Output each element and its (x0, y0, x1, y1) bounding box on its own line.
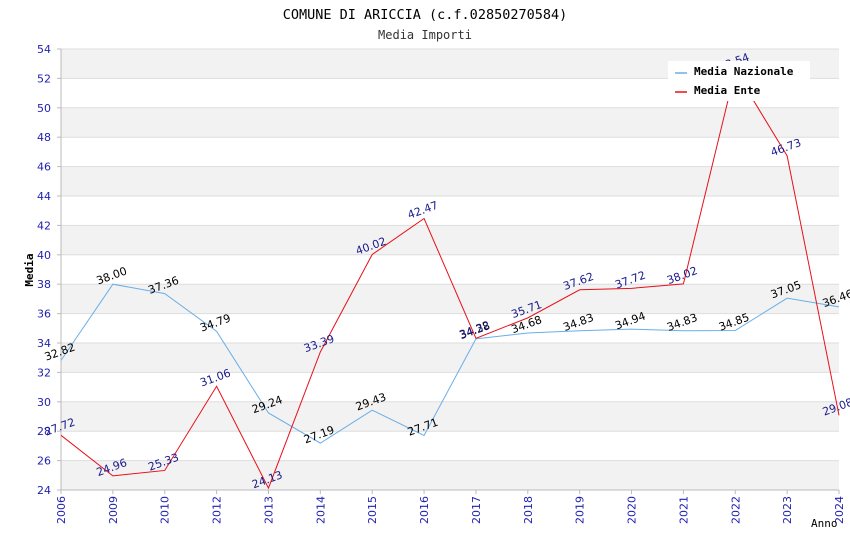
grid-band (61, 460, 839, 490)
x-tick-label: 2019 (574, 496, 587, 524)
y-tick-label: 24 (37, 484, 51, 497)
grid-band (61, 166, 839, 196)
x-tick-label: 2009 (107, 496, 120, 524)
series-lines (60, 69, 840, 490)
legend: Media Nazionale Media Ente (668, 61, 810, 101)
background-bands (61, 49, 839, 490)
x-tick-label: 2021 (677, 496, 690, 524)
x-tick-label: 2006 (55, 496, 68, 524)
y-axis-label: Media (23, 253, 36, 286)
chart-title: COMUNE DI ARICCIA (c.f.02850270584) (283, 7, 567, 23)
y-tick-label: 42 (37, 219, 51, 232)
legend-label-media-ente: Media Ente (694, 84, 761, 97)
y-axis-ticks: 24 26 28 30 32 34 36 38 40 42 44 46 48 50 52 54 (37, 43, 61, 497)
data-label-media-ente: 27.72 (43, 416, 77, 439)
grid-band (61, 284, 839, 314)
series-line-media-ente (60, 69, 840, 490)
y-tick-label: 48 (37, 131, 51, 144)
y-tick-label: 32 (37, 366, 51, 379)
y-tick-label: 40 (37, 249, 51, 262)
x-axis-label: Anno (811, 517, 838, 530)
y-tick-label: 26 (37, 455, 51, 468)
x-tick-label: 2023 (781, 496, 794, 524)
chart-subtitle: Media Importi (378, 28, 472, 42)
data-label-media-nazionale: 34.79 (198, 312, 232, 335)
x-tick-label: 2012 (211, 496, 224, 524)
y-tick-label: 50 (37, 102, 51, 115)
x-tick-label: 2022 (729, 496, 742, 524)
y-tick-label: 44 (37, 190, 51, 203)
axes (60, 49, 839, 491)
legend-label-media-nazionale: Media Nazionale (694, 65, 794, 78)
grid-band (61, 107, 839, 138)
x-tick-label: 2020 (626, 496, 639, 524)
grid-band (61, 225, 839, 255)
x-tick-label: 2013 (262, 496, 275, 524)
grid-band (61, 343, 839, 373)
data-label-media-ente: 46.73 (769, 136, 803, 159)
x-tick-label: 2017 (470, 496, 483, 524)
x-tick-label: 2018 (522, 496, 535, 524)
x-tick-label: 2014 (314, 496, 327, 524)
data-label-media-ente: 42.47 (406, 199, 440, 222)
y-tick-label: 36 (37, 308, 51, 321)
grid-band (61, 401, 839, 432)
y-tick-label: 54 (37, 43, 51, 56)
x-tick-label: 2024 (833, 496, 846, 524)
x-tick-label: 2010 (159, 496, 172, 524)
x-tick-label: 2015 (366, 496, 379, 524)
y-tick-label: 46 (37, 161, 51, 174)
x-tick-label: 2016 (418, 496, 431, 524)
series-line-media-nazionale (60, 283, 840, 444)
y-tick-label: 52 (37, 72, 51, 85)
legend-box (668, 61, 810, 101)
y-tick-label: 34 (37, 337, 51, 350)
grid-lines (61, 48, 839, 491)
y-tick-label: 28 (37, 425, 51, 438)
y-tick-label: 30 (37, 396, 51, 409)
x-axis-ticks: 2006 2009 2010 2012 2013 2014 2015 2016 2017 2018… (55, 490, 846, 524)
y-tick-label: 38 (37, 278, 51, 291)
